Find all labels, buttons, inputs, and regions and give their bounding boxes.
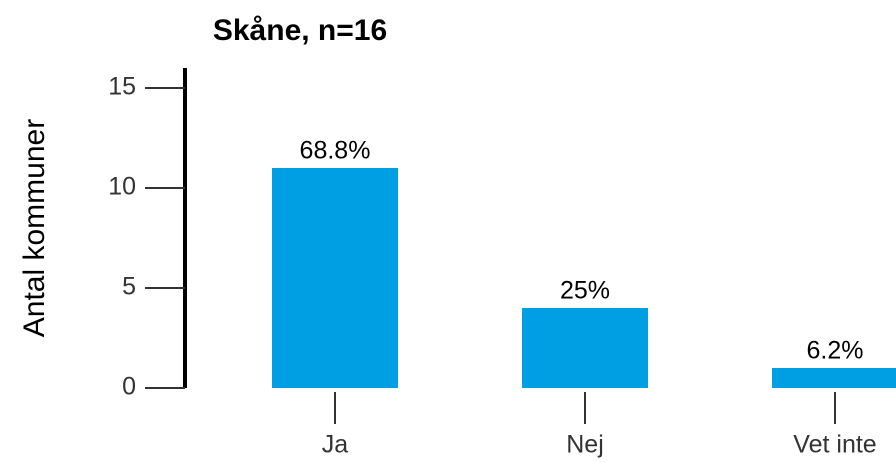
chart-title: Skåne, n=16 (213, 14, 387, 47)
value-label: 6.2% (807, 337, 864, 365)
x-tick-label: Nej (566, 431, 604, 459)
value-label: 68.8% (300, 137, 371, 165)
value-label: 25% (560, 277, 610, 305)
y-tick-label: 0 (122, 373, 136, 401)
bar (522, 308, 648, 388)
bar (772, 368, 896, 388)
y-axis-label: Antal kommuner (18, 119, 51, 337)
x-tick-label: Ja (322, 431, 349, 459)
y-tick-label: 5 (122, 273, 136, 301)
y-tick-label: 15 (108, 73, 136, 101)
y-tick-label: 10 (108, 173, 136, 201)
x-tick-label: Vet inte (793, 431, 876, 459)
bar (272, 168, 398, 388)
